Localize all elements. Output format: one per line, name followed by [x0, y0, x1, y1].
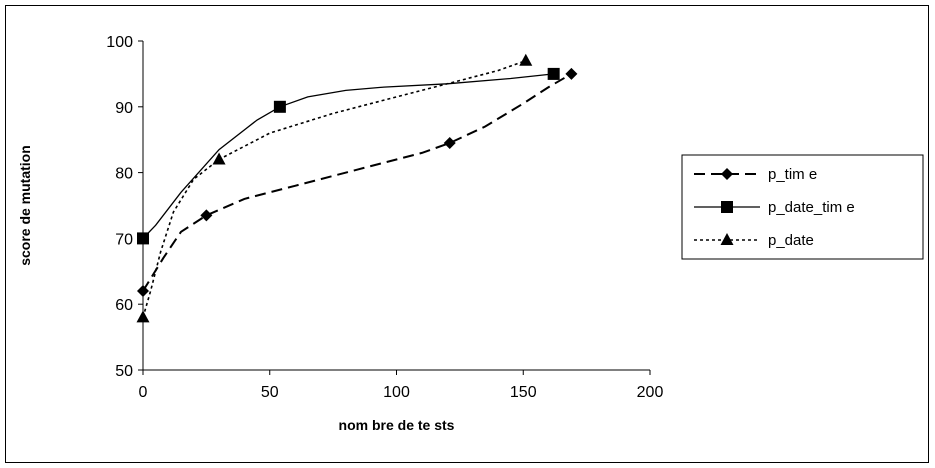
data-point-diamond — [137, 285, 149, 298]
data-point-square — [547, 67, 560, 80]
legend-marker-square — [721, 201, 733, 213]
x-tick-label: 0 — [139, 384, 148, 401]
data-point-square — [273, 100, 286, 113]
x-axis-title: nom bre de te sts — [339, 417, 455, 433]
series-line-square — [142, 73, 554, 239]
legend-label: p_date_tim e — [768, 199, 855, 216]
x-tick-label: 50 — [261, 384, 279, 401]
y-axis-title: score de mutation — [17, 145, 33, 266]
y-tick-label: 100 — [106, 34, 133, 51]
data-point-triangle — [212, 152, 226, 165]
series-line-diamond — [142, 73, 572, 292]
x-tick-label: 150 — [510, 384, 537, 401]
y-tick-label: 70 — [115, 231, 133, 248]
data-point-triangle — [519, 53, 533, 66]
data-point-triangle — [136, 310, 150, 323]
data-point-square — [137, 232, 149, 245]
legend-marker-triangle — [720, 233, 734, 245]
plot-area: 50 60 70 80 90 100 0 50 100 150 200 nom bre de te s… — [17, 34, 663, 433]
x-tick-label: 200 — [637, 384, 664, 401]
data-point-diamond — [200, 209, 213, 222]
data-point-diamond — [443, 136, 456, 149]
legend: p_tim e p_date_tim e p_date — [681, 154, 924, 260]
series-line-triangle — [142, 59, 527, 318]
legend-marker-diamond — [721, 168, 733, 180]
x-tick-label: 100 — [383, 384, 410, 401]
legend-label: p_date — [768, 232, 814, 249]
legend-label: p_tim e — [768, 166, 817, 183]
y-tick-label: 60 — [115, 297, 133, 314]
y-tick-label: 90 — [115, 100, 133, 117]
data-point-diamond — [565, 67, 578, 80]
y-tick-label: 50 — [115, 363, 133, 380]
y-tick-label: 80 — [115, 166, 133, 183]
